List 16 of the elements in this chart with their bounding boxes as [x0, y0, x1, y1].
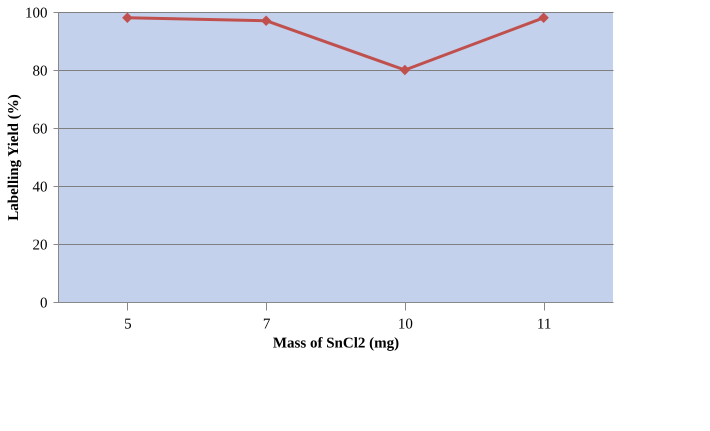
y-tick-label: 60 [32, 122, 48, 138]
point [122, 12, 133, 24]
y-tick-label: 0 [40, 296, 48, 312]
x-tick-label: 11 [536, 316, 552, 332]
point [400, 64, 410, 76]
y-tick-label: 40 [32, 180, 48, 196]
y-tick-label: 20 [32, 238, 48, 254]
point [260, 15, 272, 26]
point [538, 12, 549, 24]
x-tick-label: 7 [262, 316, 271, 332]
y-tick-label: 80 [32, 64, 48, 80]
x-tick-label: 5 [124, 316, 132, 332]
y-tick-label: 100 [25, 6, 48, 22]
x-axis-title: Mass of SnCl2 (mg) [272, 336, 400, 352]
y-axis-title: Labelling Yield (%) [6, 94, 22, 221]
x-tick-label: 10 [398, 316, 413, 332]
